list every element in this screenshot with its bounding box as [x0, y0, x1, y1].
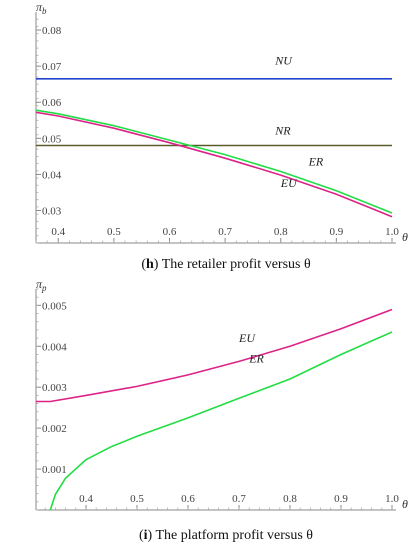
series-line-eu: [35, 111, 393, 218]
chart-caption: (h) The retailer profit versus θ: [141, 257, 311, 272]
x-axis-label: θ: [402, 497, 408, 511]
y-tick-label: 0.001: [42, 464, 67, 476]
series-line-eu: [36, 308, 393, 403]
x-tick-label: 0.7: [232, 493, 246, 505]
annotation-er: ER: [308, 154, 324, 168]
x-tick-label: 0.8: [274, 226, 288, 238]
y-tick-label: 0.005: [42, 300, 67, 312]
x-tick-label: 0.5: [107, 226, 121, 238]
y-tick-label: 0.06: [42, 97, 62, 109]
chart-panel-h: 0.03 0.04 0.05 0.06 0.07 0.08 0.4 0.5 0.6 0.7 0.8 0…: [35, 0, 408, 272]
y-tick-label: 0.03: [42, 206, 62, 218]
x-tick-label: 0.9: [334, 493, 348, 505]
y-tick-label: 0.08: [42, 25, 62, 37]
x-tick-label: 0.5: [130, 493, 144, 505]
annotation-nu: NU: [274, 53, 293, 67]
y-tick-label: 0.002: [42, 423, 67, 435]
annotation-eu: EU: [280, 176, 298, 190]
x-tick-label: 0.8: [283, 493, 297, 505]
y-tick-label: 0.003: [42, 382, 67, 394]
x-axis-label: θ: [402, 230, 408, 244]
series-line-er: [49, 331, 393, 511]
x-tick-label: 0.4: [51, 226, 65, 238]
y-tick-label: 0.04: [42, 169, 62, 181]
series-line-er: [35, 109, 393, 214]
chart-panel-i: 0.001 0.002 0.003 0.004 0.005 0.4 0.5 0.6 0.7 0.8…: [35, 277, 408, 543]
y-tick-label: 0.07: [42, 61, 62, 73]
x-tick-label: 0.9: [330, 226, 344, 238]
x-tick-label: 0.7: [218, 226, 232, 238]
x-tick-label: 0.6: [181, 493, 195, 505]
x-tick-label: 0.6: [163, 226, 177, 238]
annotation-nr: NR: [274, 124, 291, 138]
annotation-er: ER: [248, 352, 264, 366]
annotation-eu: EU: [238, 331, 256, 345]
y-axis-label: πb: [36, 0, 47, 16]
x-tick-label: 1.0: [385, 226, 399, 238]
x-tick-label: 0.4: [79, 493, 93, 505]
y-tick-label: 0.004: [42, 341, 67, 353]
y-axis-label: πp: [36, 277, 47, 293]
chart-caption: (i) The platform profit versus θ: [139, 528, 313, 543]
x-tick-label: 1.0: [385, 493, 399, 505]
y-tick-label: 0.05: [42, 133, 62, 145]
